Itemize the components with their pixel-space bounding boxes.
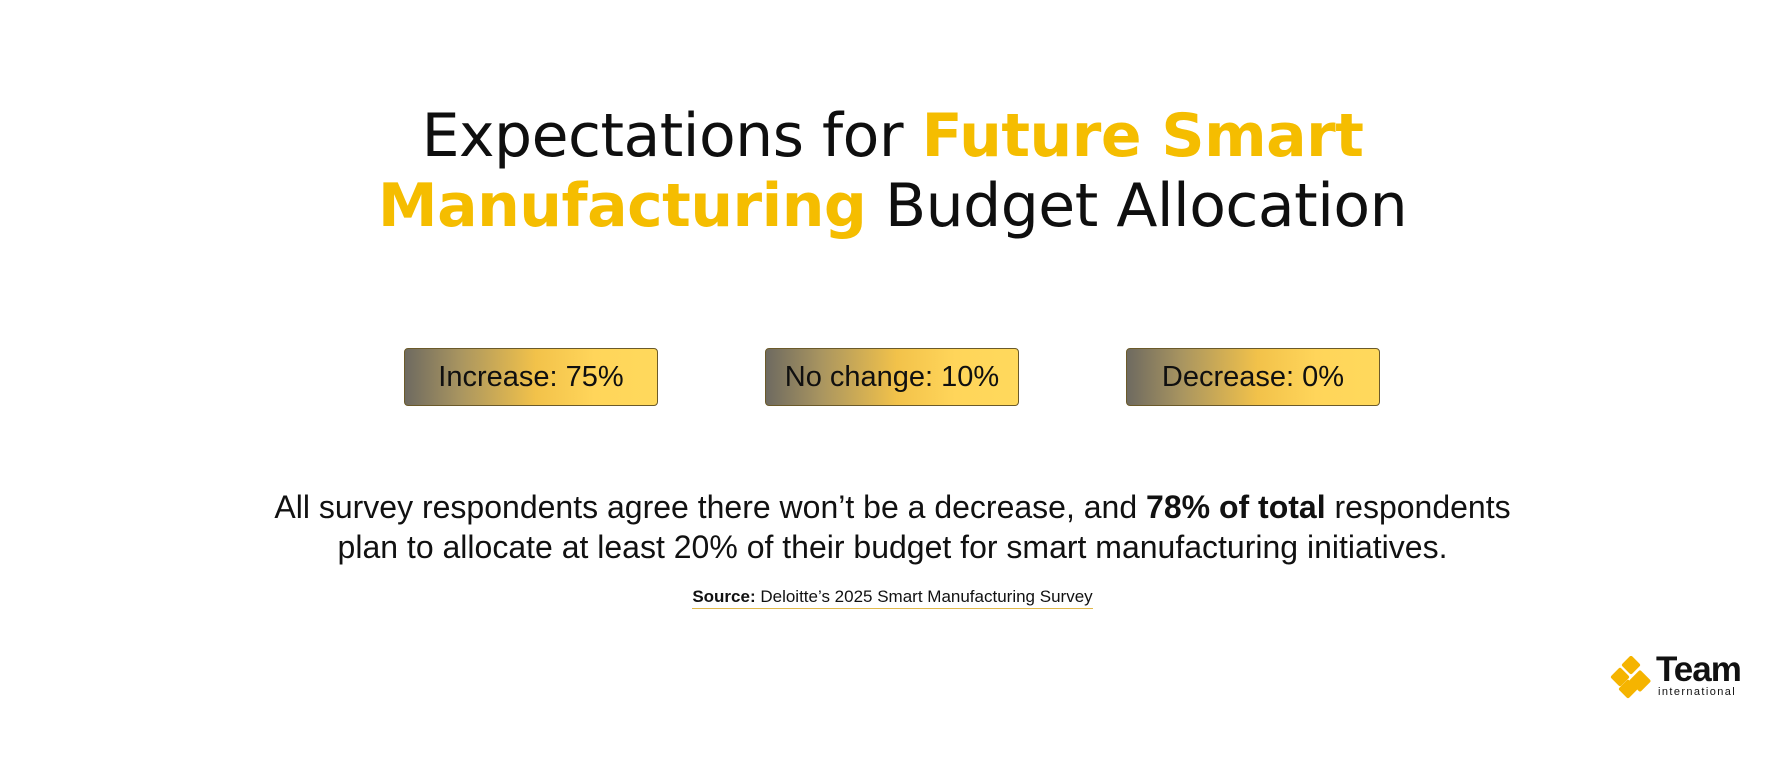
title-text-part1: Expectations for — [421, 101, 922, 171]
logo-wordmark: Team — [1656, 650, 1742, 689]
summary-line1-pre: All survey respondents agree there won’t… — [274, 489, 1147, 525]
summary-line-2: plan to allocate at least 20% of their b… — [337, 529, 1448, 565]
source-link[interactable]: Source: Deloitte’s 2025 Smart Manufactur… — [692, 587, 1093, 609]
summary-text: All survey respondents agree there won’t… — [0, 487, 1785, 567]
badge-increase: Increase: 75% — [404, 348, 658, 406]
summary-line1-bold: 78% of total — [1146, 489, 1326, 525]
page-title: Expectations for Future Smart Manufactur… — [0, 101, 1785, 241]
title-line-1: Expectations for Future Smart — [0, 101, 1785, 171]
badge-decrease: Decrease: 0% — [1126, 348, 1380, 406]
title-highlight-2: Manufacturing — [377, 171, 867, 241]
source-label: Source: — [692, 587, 756, 606]
stat-badges: Increase: 75% No change: 10% Decrease: 0… — [0, 348, 1785, 408]
team-international-logo: Team international — [1610, 652, 1745, 702]
title-line-2: Manufacturing Budget Allocation — [0, 171, 1785, 241]
source-text: Deloitte’s 2025 Smart Manufacturing Surv… — [755, 587, 1093, 606]
title-text-part2: Budget Allocation — [866, 171, 1408, 241]
title-highlight-1: Future Smart — [921, 101, 1364, 171]
logo-subtext: international — [1658, 686, 1737, 698]
summary-line1-post: respondents — [1325, 489, 1511, 525]
team-logo-mark-icon — [1610, 656, 1651, 699]
badge-no-change: No change: 10% — [765, 348, 1019, 406]
source-note: Source: Deloitte’s 2025 Smart Manufactur… — [0, 587, 1785, 609]
summary-line-1: All survey respondents agree there won’t… — [0, 487, 1785, 527]
